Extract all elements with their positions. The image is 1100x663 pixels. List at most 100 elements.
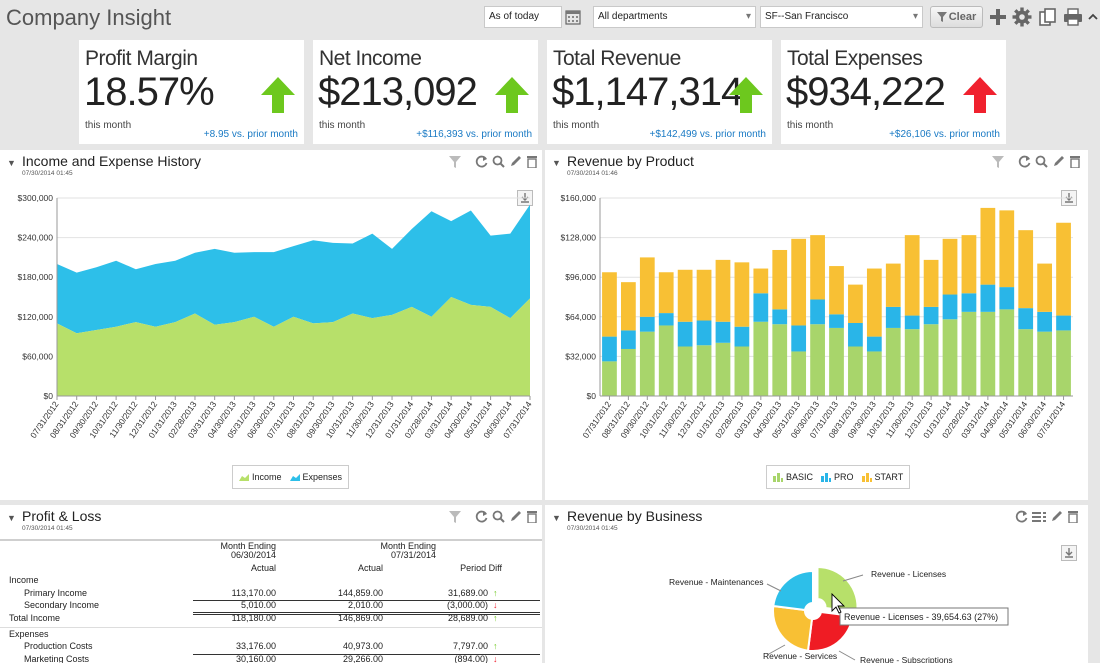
bar-basic[interactable]	[848, 346, 863, 397]
refresh-icon[interactable]	[475, 510, 488, 523]
bar-basic[interactable]	[999, 309, 1015, 396]
bar-start[interactable]	[1018, 230, 1034, 309]
bar-basic[interactable]	[1018, 329, 1034, 396]
bar-start[interactable]	[677, 269, 693, 322]
bar-basic[interactable]	[1037, 331, 1052, 396]
bar-pro[interactable]	[923, 306, 939, 325]
bar-pro[interactable]	[848, 322, 863, 347]
bar-basic[interactable]	[772, 324, 788, 396]
location-select[interactable]: SF--San Francisco ▾	[760, 6, 923, 28]
filter-icon[interactable]	[992, 155, 1004, 168]
bar-start[interactable]	[923, 259, 939, 307]
table-row[interactable]: Expenses	[0, 629, 542, 642]
pie-slice-services[interactable]	[772, 604, 814, 652]
series-area-income[interactable]	[57, 297, 530, 396]
bar-basic[interactable]	[677, 346, 693, 397]
bar-start[interactable]	[639, 257, 655, 317]
print-icon[interactable]	[1062, 6, 1084, 28]
bar-pro[interactable]	[904, 315, 920, 330]
bar-pro[interactable]	[1037, 311, 1052, 332]
calendar-icon[interactable]	[564, 6, 582, 28]
bar-start[interactable]	[829, 266, 844, 315]
series-area-expenses[interactable]	[57, 204, 530, 334]
bar-start[interactable]	[715, 259, 731, 322]
bar-pro[interactable]	[621, 330, 636, 349]
table-row[interactable]: Production Costs 33,176.00 40,973.00 7,797.…	[0, 641, 542, 655]
bar-pro[interactable]	[677, 321, 693, 347]
bar-pro[interactable]	[772, 309, 788, 325]
bar-start[interactable]	[791, 238, 807, 326]
bar-basic[interactable]	[980, 311, 996, 396]
trash-icon[interactable]	[526, 155, 538, 168]
bar-pro[interactable]	[999, 287, 1015, 310]
filter-icon[interactable]	[449, 510, 461, 523]
bar-basic[interactable]	[904, 329, 920, 396]
collapse-caret-icon[interactable]: ▼	[552, 513, 561, 523]
bar-start[interactable]	[602, 272, 617, 337]
table-row[interactable]: Primary Income 113,170.00 144,859.00 31,689…	[0, 588, 542, 601]
bar-start[interactable]	[1037, 263, 1052, 312]
legend-item-start[interactable]: START	[861, 472, 903, 482]
search-icon[interactable]	[1035, 155, 1048, 168]
kpi-card-net-income[interactable]: Net Income $213,092 this month +$116,393…	[313, 40, 538, 144]
trash-icon[interactable]	[1069, 155, 1081, 168]
refresh-icon[interactable]	[1018, 155, 1031, 168]
bar-start[interactable]	[866, 268, 882, 337]
bar-start[interactable]	[980, 207, 996, 285]
bar-basic[interactable]	[791, 351, 807, 396]
bar-basic[interactable]	[810, 324, 825, 396]
bar-pro[interactable]	[658, 313, 674, 326]
pencil-icon[interactable]	[1052, 155, 1065, 168]
clear-filters-button[interactable]: Clear	[930, 6, 983, 28]
pencil-icon[interactable]	[509, 510, 522, 523]
legend-item-pro[interactable]: PRO	[821, 472, 854, 482]
bar-start[interactable]	[961, 235, 977, 294]
pie-slice-maintenances[interactable]	[772, 569, 814, 612]
table-row[interactable]: Income	[0, 575, 542, 588]
bar-basic[interactable]	[602, 361, 617, 396]
gear-icon[interactable]	[1011, 6, 1033, 28]
table-row[interactable]: Marketing Costs 30,160.00 29,266.00 (894.00…	[0, 654, 542, 663]
bar-start[interactable]	[999, 210, 1015, 288]
download-icon[interactable]	[1061, 545, 1077, 561]
bar-basic[interactable]	[866, 351, 882, 396]
bar-pro[interactable]	[885, 306, 901, 328]
bar-basic[interactable]	[829, 327, 844, 396]
chevron-up-icon[interactable]	[1086, 6, 1100, 28]
bar-basic[interactable]	[753, 321, 769, 396]
legend-item-expenses[interactable]: Expenses	[289, 472, 342, 482]
bar-basic[interactable]	[639, 331, 655, 396]
bar-basic[interactable]	[961, 311, 977, 396]
bar-basic[interactable]	[715, 342, 731, 396]
bar-pro[interactable]	[639, 316, 655, 332]
bar-basic[interactable]	[1056, 330, 1071, 396]
bar-pro[interactable]	[715, 321, 731, 343]
bar-start[interactable]	[658, 272, 674, 314]
bar-basic[interactable]	[923, 324, 939, 396]
bar-pro[interactable]	[734, 326, 750, 347]
collapse-caret-icon[interactable]: ▼	[7, 513, 16, 523]
bar-basic[interactable]	[696, 345, 712, 396]
pencil-icon[interactable]	[1050, 510, 1063, 523]
refresh-icon[interactable]	[475, 155, 488, 168]
bar-start[interactable]	[1056, 222, 1071, 316]
refresh-icon[interactable]	[1015, 510, 1028, 523]
bar-start[interactable]	[810, 235, 825, 300]
bar-pro[interactable]	[866, 336, 882, 352]
bar-start[interactable]	[942, 238, 958, 295]
bar-start[interactable]	[904, 235, 920, 316]
search-icon[interactable]	[492, 155, 505, 168]
list-icon[interactable]	[1032, 510, 1046, 523]
collapse-caret-icon[interactable]: ▼	[7, 158, 16, 168]
search-icon[interactable]	[492, 510, 505, 523]
bar-pro[interactable]	[1018, 308, 1034, 330]
kpi-card-total-revenue[interactable]: Total Revenue $1,147,314 this month +$14…	[547, 40, 772, 144]
pencil-icon[interactable]	[509, 155, 522, 168]
kpi-card-total-expenses[interactable]: Total Expenses $934,222 this month +$26,…	[781, 40, 1006, 144]
trash-icon[interactable]	[1067, 510, 1079, 523]
bar-pro[interactable]	[961, 293, 977, 312]
filter-icon[interactable]	[449, 155, 461, 168]
bar-basic[interactable]	[734, 346, 750, 397]
date-filter-input[interactable]: As of today	[484, 6, 562, 28]
bar-start[interactable]	[621, 282, 636, 331]
